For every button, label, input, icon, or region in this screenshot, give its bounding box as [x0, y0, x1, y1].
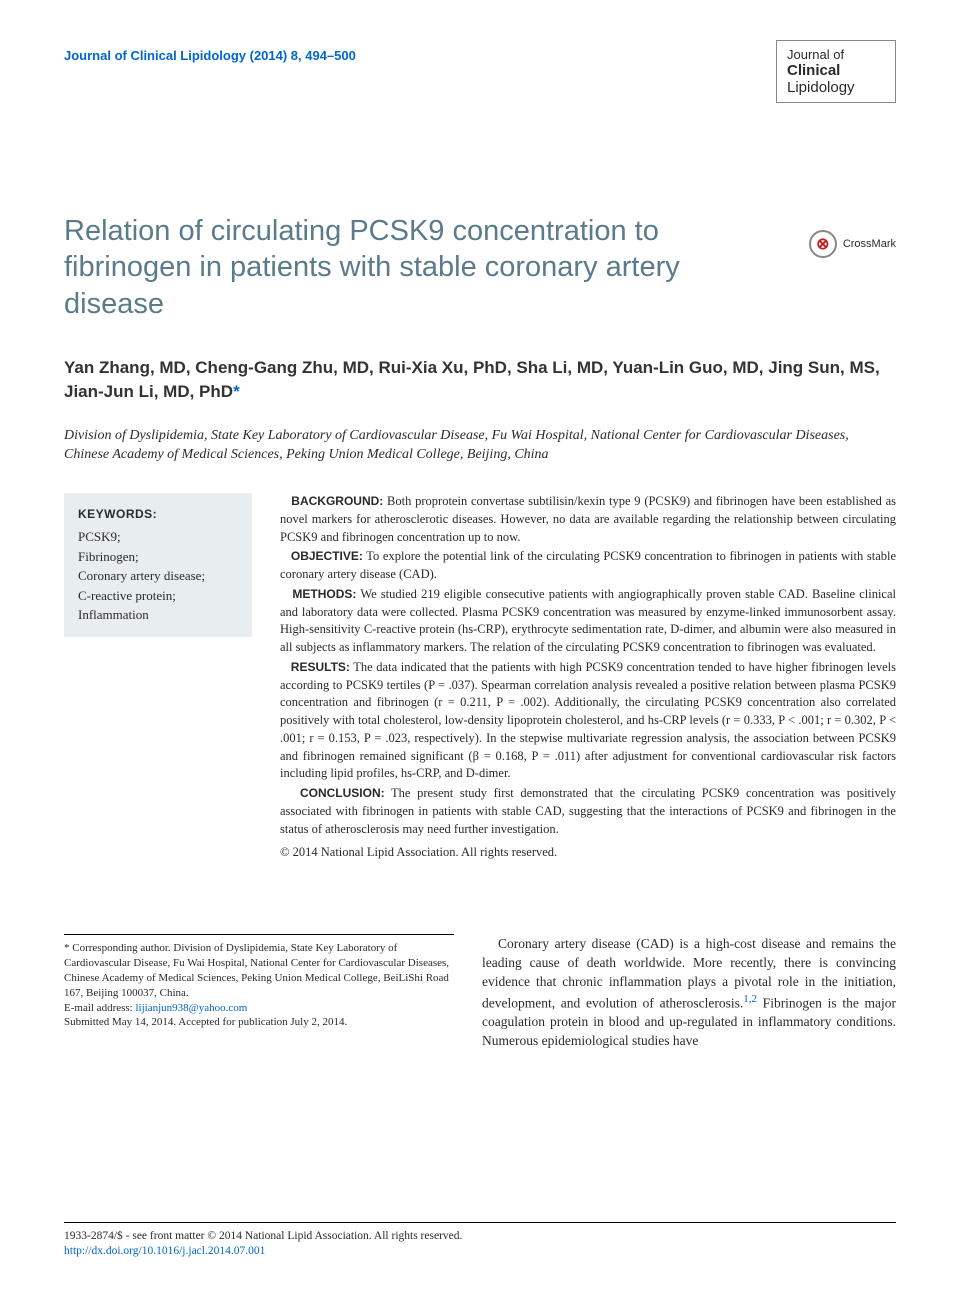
background-label: BACKGROUND: — [291, 494, 383, 508]
corresponding-marker[interactable]: * — [233, 382, 240, 401]
abstract-copyright: © 2014 National Lipid Association. All r… — [280, 844, 896, 862]
conclusion-label: CONCLUSION: — [300, 786, 385, 800]
logo-line-3: Lipidology — [787, 79, 885, 96]
authors-names: Yan Zhang, MD, Cheng-Gang Zhu, MD, Rui-X… — [64, 358, 880, 401]
footnote-submitted: Submitted May 14, 2014. Accepted for pub… — [64, 1015, 454, 1030]
methods-label: METHODS: — [292, 587, 356, 601]
footer-front-matter: 1933-2874/$ - see front matter © 2014 Na… — [64, 1229, 896, 1245]
email-link[interactable]: lijianjun938@yahoo.com — [135, 1002, 247, 1014]
crossmark-label: CrossMark — [843, 238, 896, 250]
objective-label: OBJECTIVE: — [291, 549, 363, 563]
abstract-body: BACKGROUND: Both proprotein convertase s… — [280, 493, 896, 864]
logo-line-2: Clinical — [787, 62, 885, 79]
doi-link[interactable]: http://dx.doi.org/10.1016/j.jacl.2014.07… — [64, 1245, 265, 1257]
abstract-methods: METHODS: We studied 219 eligible consecu… — [280, 586, 896, 657]
affiliation: Division of Dyslipidemia, State Key Labo… — [64, 427, 896, 465]
abstract-conclusion: CONCLUSION: The present study first demo… — [280, 785, 896, 838]
objective-text: To explore the potential link of the cir… — [280, 549, 896, 581]
corresponding-footnote: * Corresponding author. Division of Dysl… — [64, 934, 454, 1050]
results-label: RESULTS: — [291, 660, 350, 674]
crossmark-icon: ⊗ — [809, 230, 837, 258]
ref-link-1-2[interactable]: 1,2 — [743, 993, 757, 1005]
email-label: E-mail address: — [64, 1002, 135, 1014]
intro-paragraph: Coronary artery disease (CAD) is a high-… — [482, 934, 896, 1050]
keywords-list: PCSK9; Fibrinogen; Coronary artery disea… — [78, 527, 238, 625]
page-footer: 1933-2874/$ - see front matter © 2014 Na… — [64, 1222, 896, 1260]
keywords-heading: KEYWORDS: — [78, 505, 238, 523]
footnote-corr: * Corresponding author. Division of Dysl… — [64, 941, 454, 1000]
journal-logo: Journal of Clinical Lipidology — [776, 40, 896, 103]
keywords-box: KEYWORDS: PCSK9; Fibrinogen; Coronary ar… — [64, 493, 252, 637]
methods-text: We studied 219 eligible consecutive pati… — [280, 587, 896, 654]
crossmark-badge[interactable]: ⊗ CrossMark — [809, 230, 896, 258]
article-title: Relation of circulating PCSK9 concentrat… — [64, 213, 734, 322]
abstract-objective: OBJECTIVE: To explore the potential link… — [280, 548, 896, 584]
footnote-email-line: E-mail address: lijianjun938@yahoo.com — [64, 1001, 454, 1016]
abstract-background: BACKGROUND: Both proprotein convertase s… — [280, 493, 896, 546]
logo-line-1: Journal of — [787, 47, 885, 62]
abstract-results: RESULTS: The data indicated that the pat… — [280, 659, 896, 783]
results-text: The data indicated that the patients wit… — [280, 660, 896, 781]
journal-reference[interactable]: Journal of Clinical Lipidology (2014) 8,… — [64, 48, 896, 63]
authors-line: Yan Zhang, MD, Cheng-Gang Zhu, MD, Rui-X… — [64, 356, 896, 404]
